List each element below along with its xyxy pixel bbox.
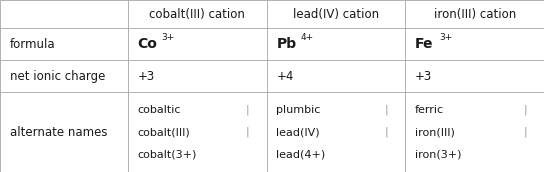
Text: alternate names: alternate names xyxy=(10,126,107,138)
Text: 4+: 4+ xyxy=(300,33,313,42)
Text: +4: +4 xyxy=(276,70,294,83)
Text: Co: Co xyxy=(138,37,158,51)
Text: |: | xyxy=(246,105,249,115)
Text: 3+: 3+ xyxy=(439,33,452,42)
Text: iron(3+): iron(3+) xyxy=(415,149,461,159)
Text: cobalt(3+): cobalt(3+) xyxy=(138,149,197,159)
Text: cobalt(III) cation: cobalt(III) cation xyxy=(149,8,245,21)
Text: cobaltic: cobaltic xyxy=(138,105,181,115)
Text: |: | xyxy=(385,127,388,137)
Text: formula: formula xyxy=(10,38,55,51)
Text: iron(III): iron(III) xyxy=(415,127,455,137)
Text: plumbic: plumbic xyxy=(276,105,321,115)
Text: Pb: Pb xyxy=(276,37,296,51)
Text: |: | xyxy=(385,105,388,115)
Text: |: | xyxy=(246,127,249,137)
Text: +3: +3 xyxy=(138,70,155,83)
Text: Fe: Fe xyxy=(415,37,434,51)
Text: lead(IV) cation: lead(IV) cation xyxy=(293,8,379,21)
Text: |: | xyxy=(523,105,527,115)
Text: cobalt(III): cobalt(III) xyxy=(138,127,190,137)
Text: +3: +3 xyxy=(415,70,432,83)
Text: ferric: ferric xyxy=(415,105,444,115)
Text: |: | xyxy=(523,127,527,137)
Text: lead(IV): lead(IV) xyxy=(276,127,320,137)
Text: iron(III) cation: iron(III) cation xyxy=(434,8,516,21)
Text: 3+: 3+ xyxy=(162,33,175,42)
Text: lead(4+): lead(4+) xyxy=(276,149,326,159)
Text: net ionic charge: net ionic charge xyxy=(10,70,105,83)
